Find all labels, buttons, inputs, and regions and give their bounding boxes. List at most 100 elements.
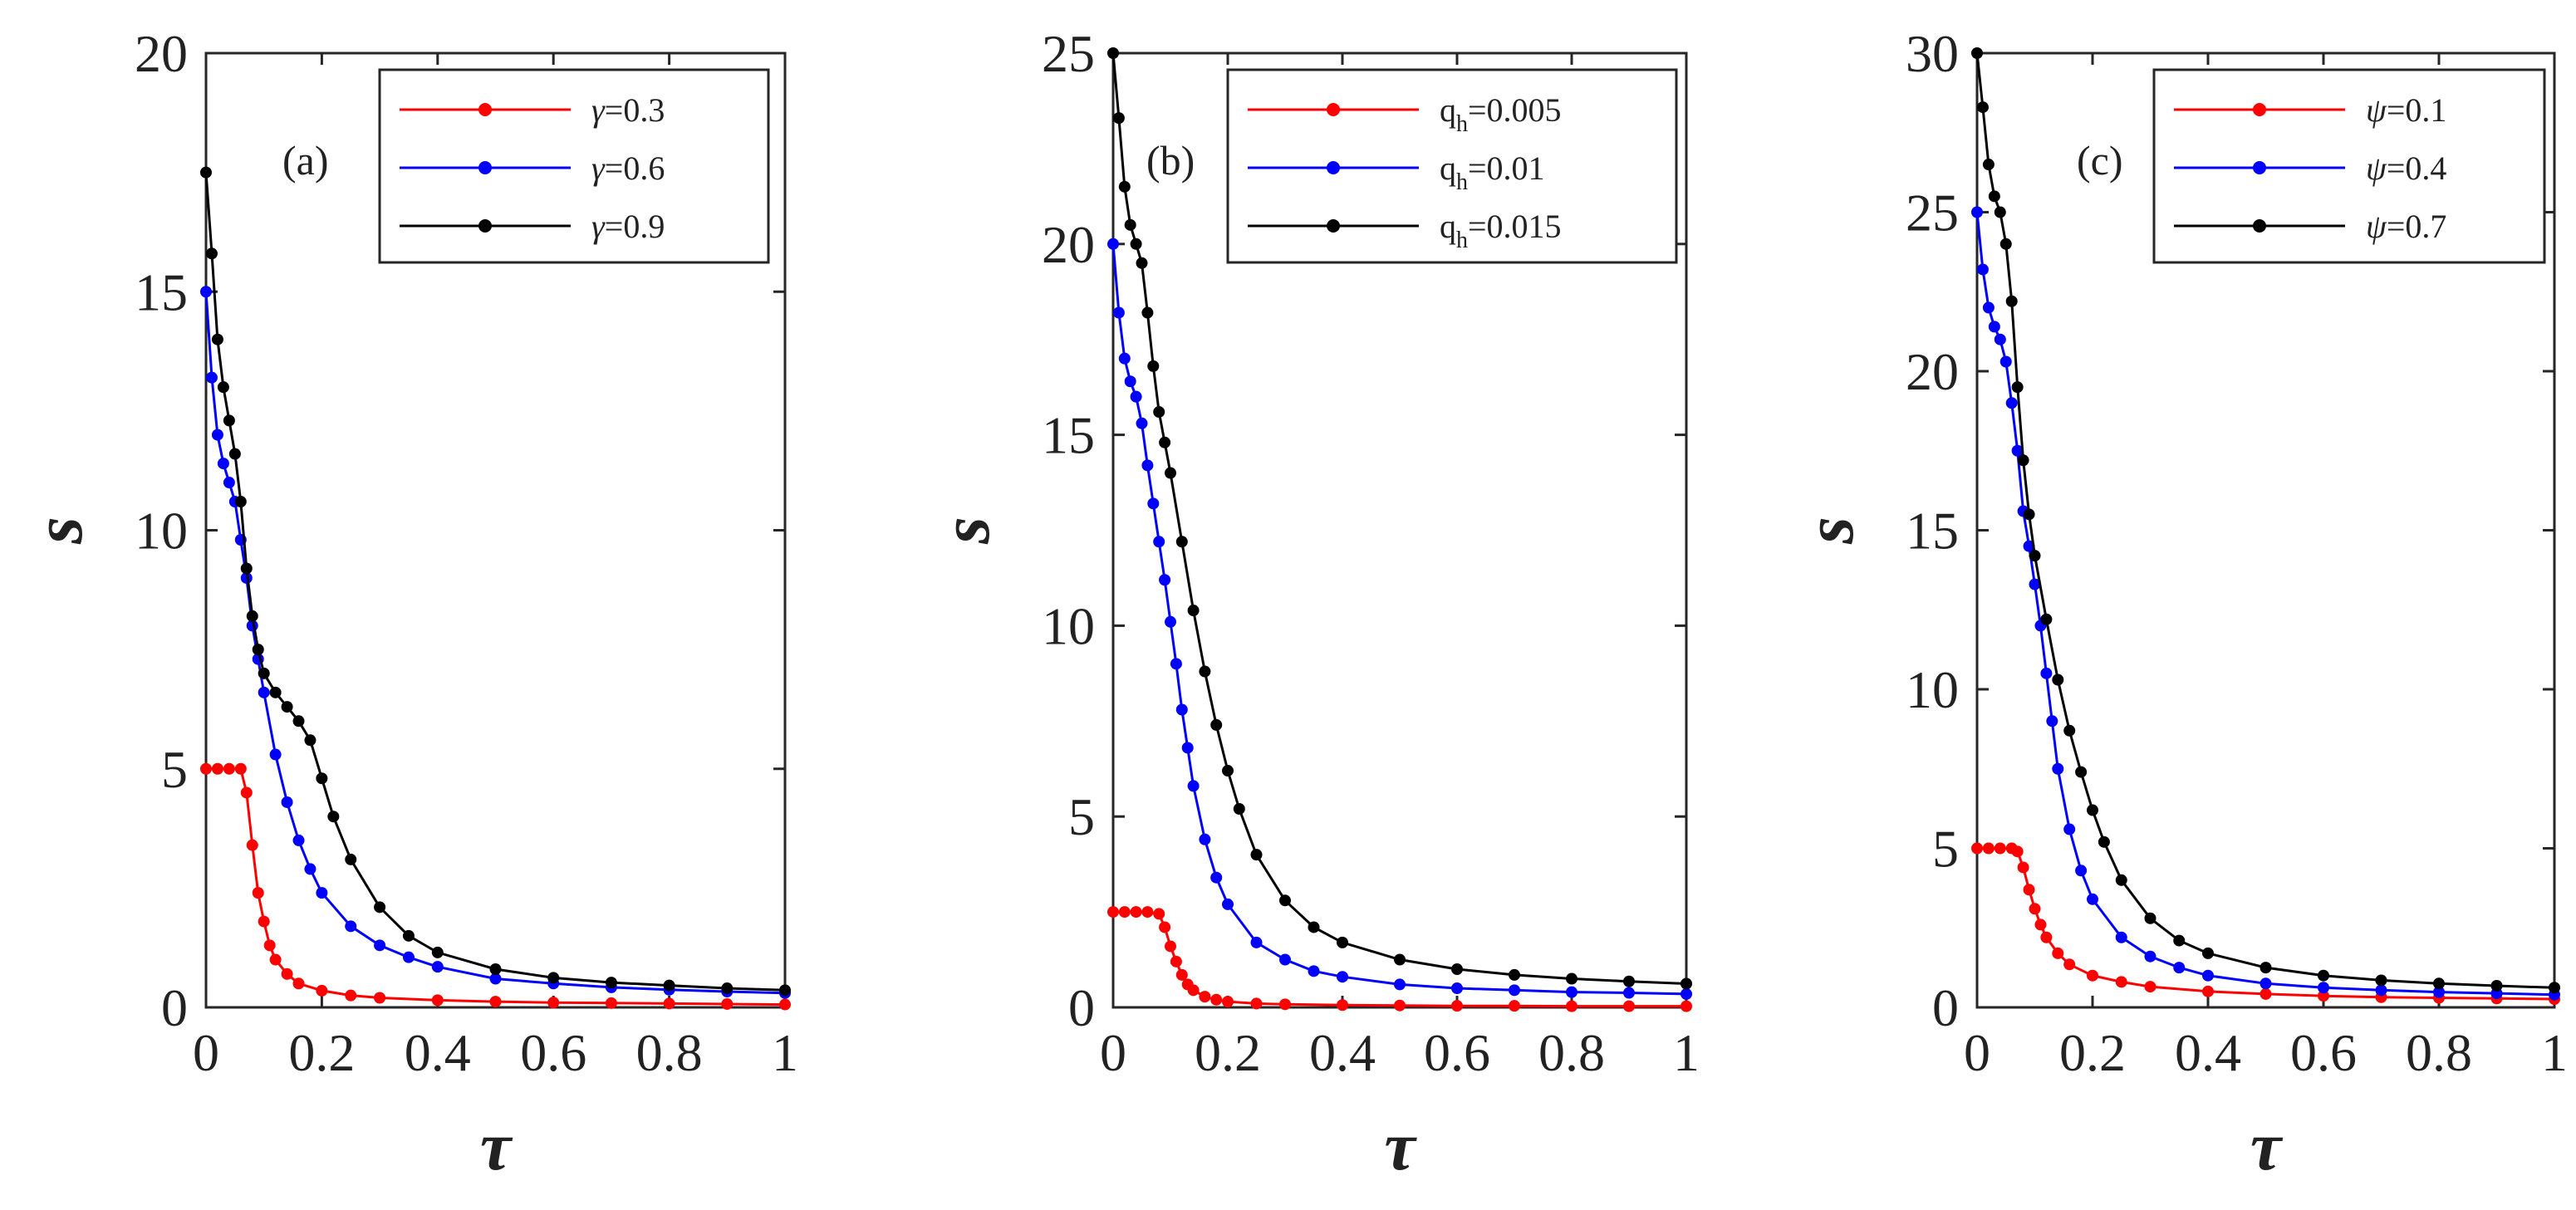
data-point [779,984,791,997]
data-point [2023,884,2035,896]
data-point [1175,703,1188,716]
data-point [1971,842,1983,855]
data-point [1153,536,1165,548]
data-point [1141,906,1154,919]
data-point [1337,999,1348,1012]
data-point [1107,906,1119,919]
y-tick-label: 0 [161,978,188,1037]
data-point [2075,865,2088,877]
data-point [234,496,247,508]
data-point [2260,977,2272,990]
data-point [1988,321,2000,333]
data-point [1971,206,1983,218]
series-line [1111,243,1687,996]
series-3 [1107,47,1692,990]
series-line [206,767,786,1007]
data-point [345,989,357,1002]
y-tick-label: 30 [1906,24,1959,83]
data-point [2011,444,2024,457]
data-point [258,686,270,698]
data-point [547,972,560,984]
data-point [234,762,247,775]
data-point [2052,947,2064,959]
x-axis-title: τ [480,1108,513,1185]
data-point [1308,965,1320,977]
data-point [240,562,253,575]
legend-entry-label: qh=0.015 [1440,208,1562,253]
x-tick-label: 0.2 [2059,1023,2126,1082]
data-point [1994,842,2006,855]
data-point [1136,257,1148,269]
data-point [1451,1000,1463,1012]
data-point [316,887,328,899]
data-point [281,796,293,808]
data-point [1509,1000,1520,1012]
y-tick-label: 15 [1906,502,1959,561]
data-point [2318,969,2329,982]
data-point [1136,417,1148,429]
data-point [1623,987,1635,999]
data-point [2115,931,2127,943]
data-point [1623,975,1635,987]
data-point [2075,766,2088,778]
legend-marker [1327,161,1340,174]
x-tick-label: 0.4 [2175,1023,2241,1082]
data-point [1181,742,1194,754]
data-point [721,982,734,995]
data-point [1222,765,1234,777]
series-1 [1971,842,2560,1006]
data-point [2017,861,2029,874]
data-point [1337,936,1348,948]
data-point [292,715,305,727]
x-axis-title: τ [1384,1108,1417,1185]
data-point [2115,976,2127,988]
data-point [2046,715,2058,727]
data-point [1222,996,1234,1008]
x-tick-label: 0 [193,1023,219,1082]
legend: qh=0.005 qh=0.01 qh=0.015 [1226,68,1678,264]
data-point [292,977,305,990]
data-point [345,853,357,865]
data-point [1165,467,1176,479]
data-point [374,901,386,914]
data-point [1250,849,1263,861]
data-point [1159,921,1171,933]
data-point [200,286,212,298]
data-point [1124,218,1136,231]
data-point [205,371,218,384]
x-tick-label: 0.6 [1424,1023,1490,1082]
data-point [1147,497,1160,510]
legend-marker [478,103,492,116]
data-point [263,939,276,952]
panel-label: (a) [282,137,329,184]
data-point [2433,977,2445,990]
data-point [547,997,560,1009]
data-point [1165,940,1176,953]
data-point [1988,190,2000,203]
data-point [223,762,235,775]
data-point [2318,982,2329,994]
legend-marker [1327,103,1340,116]
data-point [1159,574,1171,586]
data-point [327,811,340,823]
y-tick-label: 5 [1068,787,1095,846]
data-point [228,448,241,460]
y-tick-label: 15 [135,262,188,321]
data-point [1566,986,1577,998]
data-point [1566,972,1577,985]
data-point [2034,919,2047,931]
data-point [211,429,223,441]
legend-entry-label: ψ=0.1 [2366,91,2446,129]
legend-marker [2253,103,2266,116]
data-point [2173,962,2186,974]
legend: γ=0.3 γ=0.6 γ=0.9 [378,68,770,264]
data-point [1112,112,1125,125]
series-1 [1107,906,1692,1012]
data-point [246,839,258,851]
data-point [217,458,229,470]
series-3 [200,166,791,997]
x-tick-label: 0.6 [2290,1023,2357,1082]
legend-entry-label: qh=0.005 [1440,91,1562,137]
data-point [779,998,791,1011]
data-point [1451,982,1463,995]
